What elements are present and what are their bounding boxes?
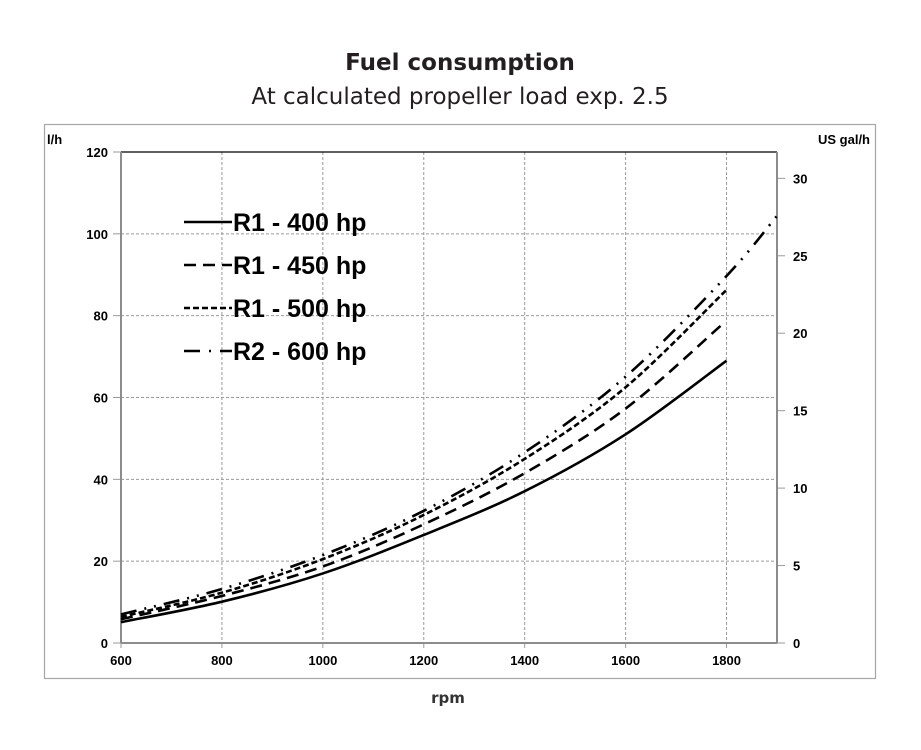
right-tick-label: 15 — [793, 404, 807, 419]
x-tick-label: 1600 — [611, 653, 640, 668]
x-tick-label: 1400 — [510, 653, 539, 668]
x-tick-label: 1200 — [409, 653, 438, 668]
legend: R1 - 400 hp R1 - 450 hp R1 - 500 hp R2 - 60… — [184, 209, 366, 366]
legend-label-4: R2 - 600 hp — [233, 338, 366, 366]
legend-label-2: R1 - 450 hp — [233, 252, 366, 280]
right-axis-unit: US gal/h — [818, 132, 870, 147]
y-tick-label: 60 — [94, 391, 108, 406]
right-tick-label: 10 — [793, 481, 807, 496]
y-tick-label: 80 — [94, 309, 108, 324]
series-line-1 — [120, 359, 728, 624]
x-axis-label: rpm — [431, 689, 465, 707]
y-tick-label: 20 — [94, 554, 108, 569]
right-tick-label: 0 — [793, 636, 800, 651]
series-line-2 — [120, 324, 723, 621]
grid — [121, 152, 777, 643]
chart-subtitle: At calculated propeller load exp. 2.5 — [251, 84, 668, 110]
series-line-3 — [120, 288, 728, 619]
legend-label-3: R1 - 500 hp — [233, 295, 366, 323]
series-line-4 — [120, 214, 778, 616]
chart-frame — [43, 123, 877, 680]
series-group — [120, 214, 778, 624]
left-axis-unit: l/h — [47, 132, 62, 147]
y-tick-label: 120 — [86, 145, 108, 160]
x-tick-label: 1800 — [712, 653, 741, 668]
y-tick-label: 0 — [101, 636, 108, 651]
chart-title: Fuel consumption — [345, 50, 575, 76]
axes — [113, 151, 785, 648]
y-tick-label: 40 — [94, 472, 108, 487]
legend-label-1: R1 - 400 hp — [233, 209, 366, 237]
right-tick-label: 5 — [793, 559, 800, 574]
right-tick-label: 25 — [793, 249, 807, 264]
x-tick-label: 800 — [211, 653, 233, 668]
x-tick-label: 1000 — [308, 653, 337, 668]
y-tick-label: 100 — [86, 227, 108, 242]
right-tick-label: 30 — [793, 171, 807, 186]
right-tick-label: 20 — [793, 326, 807, 341]
x-tick-label: 600 — [110, 653, 132, 668]
